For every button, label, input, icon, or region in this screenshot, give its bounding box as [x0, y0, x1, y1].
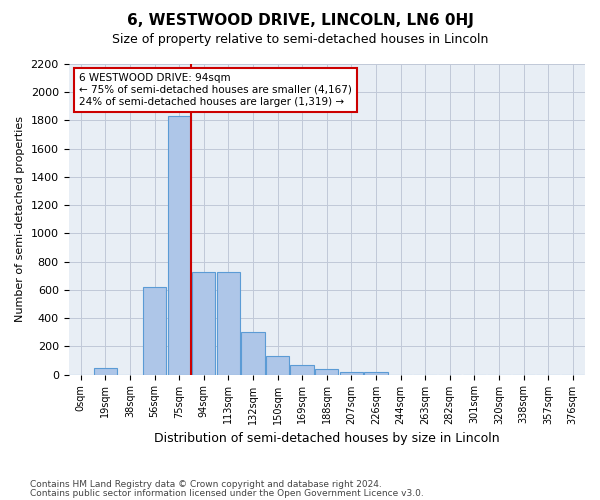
Bar [340, 372, 363, 374]
Text: 6, WESTWOOD DRIVE, LINCOLN, LN6 0HJ: 6, WESTWOOD DRIVE, LINCOLN, LN6 0HJ [127, 12, 473, 28]
Bar [315, 369, 338, 374]
Bar [217, 272, 240, 374]
Text: Contains HM Land Registry data © Crown copyright and database right 2024.: Contains HM Land Registry data © Crown c… [30, 480, 382, 489]
Text: Contains public sector information licensed under the Open Government Licence v3: Contains public sector information licen… [30, 489, 424, 498]
Bar [94, 368, 117, 374]
Text: Size of property relative to semi-detached houses in Lincoln: Size of property relative to semi-detach… [112, 32, 488, 46]
Y-axis label: Number of semi-detached properties: Number of semi-detached properties [15, 116, 25, 322]
Bar [143, 287, 166, 374]
Bar [192, 272, 215, 374]
Bar [167, 116, 191, 374]
Bar [241, 332, 265, 374]
Text: 6 WESTWOOD DRIVE: 94sqm
← 75% of semi-detached houses are smaller (4,167)
24% of: 6 WESTWOOD DRIVE: 94sqm ← 75% of semi-de… [79, 74, 352, 106]
Bar [364, 372, 388, 374]
Bar [266, 356, 289, 374]
Bar [290, 366, 314, 374]
X-axis label: Distribution of semi-detached houses by size in Lincoln: Distribution of semi-detached houses by … [154, 432, 500, 445]
